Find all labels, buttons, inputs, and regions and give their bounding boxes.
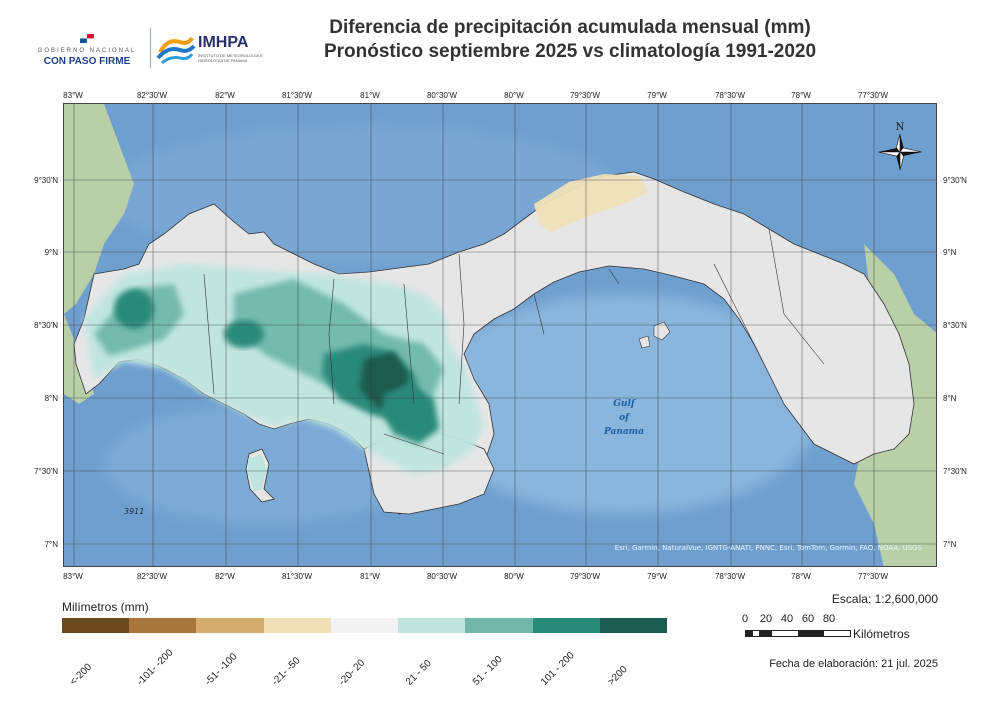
lat-tick-left: 7°30'N — [34, 467, 58, 476]
lon-tick-top: 78°30'W — [714, 91, 746, 100]
legend-label: -21- -50 — [270, 655, 303, 688]
legend-label: -101- -200 — [135, 647, 176, 688]
legend-color-bar — [62, 618, 667, 633]
gulf-label-1: Gulf — [613, 399, 637, 409]
anomaly-101-200-azuero — [382, 384, 439, 444]
lon-tick-top: 81°W — [360, 91, 380, 100]
imhpa-logo-text: IMHPA — [198, 34, 249, 51]
lat-tick-right: 8°30'N — [943, 321, 967, 330]
anomaly-101-200-west — [114, 289, 154, 329]
lon-tick-bottom: 80°30'W — [426, 572, 458, 581]
logo-divider — [150, 28, 151, 68]
legend-swatch — [196, 618, 264, 633]
legend-swatch — [532, 618, 600, 633]
lat-tick-right: 8°N — [943, 394, 957, 403]
government-logo: GOBIERNO NACIONAL CON PASO FIRME — [28, 30, 146, 72]
legend-swatch — [263, 618, 331, 633]
lon-tick-bottom: 82°W — [215, 572, 235, 581]
legend-label: 21 - 50 — [404, 657, 434, 688]
scale-tick: 20 — [759, 613, 773, 625]
lat-tick-left: 7°N — [44, 540, 58, 549]
scale-tick: 40 — [780, 613, 794, 625]
panama-map: Gulf of Panama 3911 Esri, Garmin, Natura… — [64, 104, 936, 566]
scale-bar — [745, 630, 851, 637]
title-line-2: Pronóstico septiembre 2025 vs climatolog… — [323, 41, 817, 62]
lon-tick-top: 80°W — [504, 91, 524, 100]
map-title: Diferencia de precipitación acumulada me… — [240, 16, 900, 64]
graticule — [64, 104, 936, 566]
gov-logo-slogan: CON PASO FIRME — [43, 56, 131, 67]
north-arrow-icon: N — [877, 122, 923, 171]
lat-tick-left: 8°N — [44, 394, 58, 403]
gulf-label-2: of — [619, 413, 631, 423]
lon-tick-bottom: 81°30'W — [281, 572, 313, 581]
anomaly-minus-21-50 — [534, 174, 649, 232]
legend-swatch — [465, 618, 533, 633]
lat-tick-left: 9°N — [44, 248, 58, 257]
lat-tick-right: 7°N — [943, 540, 957, 549]
legend-label: >200 — [606, 664, 630, 688]
panama-land — [73, 171, 915, 515]
province-boundaries — [203, 228, 825, 455]
lon-tick-top: 82°30'W — [136, 91, 168, 100]
legend-label: 51 - 100 — [471, 654, 505, 688]
imhpa-wave-icon — [156, 36, 196, 65]
anomaly-21-50 — [84, 264, 484, 474]
lat-tick-right: 9°30'N — [943, 176, 967, 185]
lat-tick-left: 9°30'N — [34, 176, 58, 185]
legend-title: Milímetros (mm) — [62, 600, 149, 614]
lon-tick-bottom: 82°30'W — [136, 572, 168, 581]
legend-label: <-200 — [68, 661, 95, 688]
flag-icon — [28, 30, 146, 48]
lon-tick-top: 83°W — [63, 91, 83, 100]
lon-tick-top: 79°30'W — [569, 91, 601, 100]
lon-tick-top: 80°30'W — [426, 91, 458, 100]
lon-tick-top: 78°W — [791, 91, 811, 100]
lon-tick-bottom: 81°W — [360, 572, 380, 581]
lat-tick-right: 9°N — [943, 248, 957, 257]
lon-tick-bottom: 83°W — [63, 572, 83, 581]
scale-tick: 80 — [822, 613, 836, 625]
anomaly-layer — [84, 264, 484, 474]
legend-swatch — [398, 618, 466, 633]
north-label: N — [896, 122, 905, 133]
shelf-gulf — [424, 294, 824, 514]
creation-date: Fecha de elaboración: 21 jul. 2025 — [769, 658, 938, 670]
coiba-anomaly — [248, 454, 267, 492]
pearl-island — [638, 335, 651, 349]
lon-tick-bottom: 79°30'W — [569, 572, 601, 581]
scale-units: Kilómetros — [853, 627, 910, 641]
costa-rica-land — [64, 104, 134, 314]
scale-tick: 60 — [801, 613, 815, 625]
legend-swatch — [129, 618, 197, 633]
lon-tick-bottom: 78°W — [791, 572, 811, 581]
imhpa-logo-subtext: INSTITUTO DE METEOROLOGÍA E HIDROLOGÍA D… — [198, 53, 263, 63]
scale-label: Escala: 1:2,600,000 — [831, 592, 938, 606]
legend-swatch — [62, 618, 130, 633]
lon-tick-top: 77°30'W — [857, 91, 889, 100]
lon-tick-top: 81°30'W — [281, 91, 313, 100]
legend-label: -51- -100 — [203, 651, 240, 688]
gov-logo-caption: GOBIERNO NACIONAL — [37, 48, 137, 54]
lon-tick-bottom: 80°W — [504, 572, 524, 581]
scale-tick: 0 — [741, 613, 749, 625]
legend-label: 101 - 200 — [539, 650, 577, 688]
legend-swatch — [599, 618, 667, 633]
lon-tick-bottom: 77°30'W — [857, 572, 889, 581]
map-panel[interactable]: Gulf of Panama 3911 Esri, Garmin, Natura… — [63, 103, 937, 567]
imhpa-logo: IMHPA INSTITUTO DE METEOROLOGÍA E HIDROL… — [156, 32, 266, 68]
gulf-label-3: Panama — [603, 427, 644, 437]
anomaly-101-200-central — [224, 320, 264, 348]
lon-tick-bottom: 79°W — [647, 572, 667, 581]
lon-tick-top: 82°W — [215, 91, 235, 100]
lon-tick-top: 79°W — [647, 91, 667, 100]
depth-label: 3911 — [124, 507, 144, 516]
map-attribution: Esri, Garmin, NaturalVue, IGNTG-ANATI, P… — [615, 544, 923, 552]
legend-swatch — [330, 618, 399, 633]
lon-tick-bottom: 78°30'W — [714, 572, 746, 581]
title-line-1: Diferencia de precipitación acumulada me… — [329, 17, 811, 38]
lat-tick-right: 7°30'N — [943, 467, 967, 476]
legend-label: -20- 20 — [337, 657, 368, 688]
lat-tick-left: 8°30'N — [34, 321, 58, 330]
